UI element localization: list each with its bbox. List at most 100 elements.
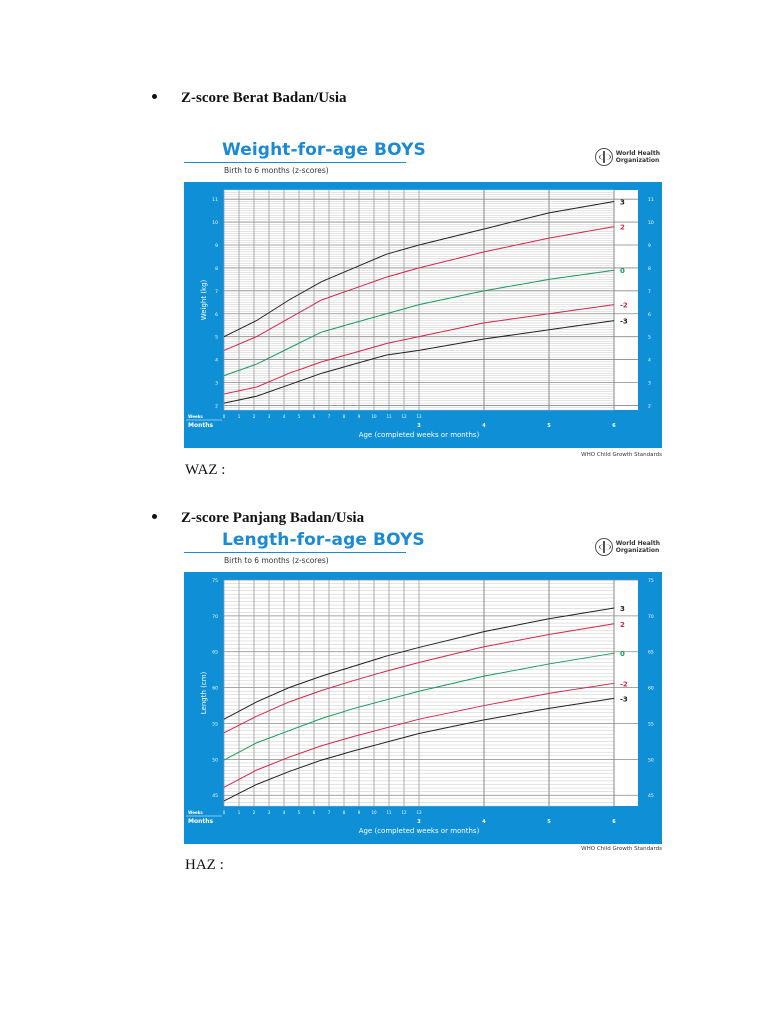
svg-text:3: 3 [215,381,218,387]
length-for-age-chart: Length-for-age BOYS Birth to 6 months (z… [184,530,662,852]
svg-text:3: 3 [268,810,271,815]
z-score-label: 0 [620,267,625,275]
svg-text:11: 11 [212,197,218,203]
svg-text:12: 12 [401,810,407,815]
svg-text:3: 3 [417,819,421,825]
svg-text:8: 8 [343,414,346,419]
source-note: WHO Child Growth Standards [581,846,662,852]
title-rule [184,552,406,553]
svg-text:0: 0 [223,414,226,419]
haz-label: HAZ : [185,857,224,873]
section-heading-length: Z-score Panjang Badan/Usia [152,510,364,527]
svg-text:11: 11 [386,414,392,419]
svg-text:Weeks: Weeks [188,414,203,419]
svg-text:3: 3 [268,414,271,419]
svg-text:11: 11 [648,197,654,203]
title-rule [184,162,406,163]
who-emblem-icon [594,538,613,556]
z-score-curve-2 [223,623,615,734]
svg-text:5: 5 [298,414,301,419]
z-score-curve--3 [223,320,615,404]
svg-text:65: 65 [648,650,654,656]
svg-text:10: 10 [648,220,654,226]
z-score-label: 3 [620,605,625,613]
z-score-label: 2 [620,224,625,232]
svg-text:2: 2 [215,403,218,409]
svg-text:2: 2 [253,810,256,815]
svg-text:11: 11 [386,810,392,815]
svg-text:8: 8 [648,266,651,272]
chart-subtitle: Birth to 6 months (z-scores) [224,556,329,565]
chart-title: Length-for-age BOYS [222,530,425,550]
svg-text:55: 55 [648,721,654,727]
who-logo: World Health Organization [594,148,660,166]
z-score-curve-0 [223,652,615,761]
svg-text:5: 5 [547,819,551,825]
svg-text:9: 9 [358,810,361,815]
z-score-label: -3 [620,318,628,326]
svg-text:10: 10 [212,220,218,226]
svg-text:4: 4 [482,423,486,429]
z-score-curve-2 [223,226,615,351]
svg-text:7: 7 [328,810,331,815]
svg-text:2: 2 [253,414,256,419]
svg-text:5: 5 [648,335,651,341]
svg-text:6: 6 [648,312,651,318]
x-axis-label: Age (completed weeks or months) [359,431,480,439]
svg-text:Months: Months [188,818,214,825]
svg-text:3: 3 [648,381,651,387]
svg-text:70: 70 [212,614,218,620]
svg-text:70: 70 [648,614,654,620]
weight-for-age-chart: Weight-for-age BOYS Birth to 6 months (z… [184,140,662,458]
svg-text:60: 60 [212,686,218,692]
who-logo-line1: World Health [615,150,660,157]
z-score-label: -2 [620,302,628,310]
bullet-icon [152,514,157,520]
z-score-curve--2 [223,304,615,395]
svg-text:50: 50 [648,757,654,763]
svg-text:7: 7 [648,289,651,295]
source-note: WHO Child Growth Standards [581,452,662,458]
svg-text:13: 13 [416,810,422,815]
who-logo: World Health Organization [594,538,660,556]
svg-text:12: 12 [401,414,407,419]
svg-text:4: 4 [283,414,286,419]
z-score-curve--2 [223,682,615,788]
bullet-icon [152,94,157,100]
svg-text:6: 6 [313,414,316,419]
svg-text:55: 55 [212,721,218,727]
svg-text:9: 9 [358,414,361,419]
svg-text:75: 75 [212,578,218,584]
svg-text:9: 9 [648,243,651,249]
z-score-curve--3 [223,697,615,802]
svg-text:1: 1 [238,810,241,815]
svg-text:Weeks: Weeks [188,810,203,815]
who-logo-text: World Health Organization [616,150,660,164]
section-heading-weight: Z-score Berat Badan/Usia [152,90,347,107]
svg-text:5: 5 [215,335,218,341]
svg-text:7: 7 [215,289,218,295]
svg-text:4: 4 [648,358,651,364]
z-score-label: 2 [620,621,625,629]
chart-subtitle: Birth to 6 months (z-scores) [224,166,329,175]
who-logo-line1: World Health [615,540,660,547]
who-emblem-icon [594,148,613,166]
chart-panel: 3 2 0 -2 -3 2 2 3 3 4 4 5 5 6 6 7 7 8 8 9 9 10 10 11 11 Weight (k… [184,182,662,448]
chart-title: Weight-for-age BOYS [222,140,426,160]
svg-text:75: 75 [648,578,654,584]
svg-text:45: 45 [648,793,654,799]
section-heading-text: Z-score Panjang Badan/Usia [181,510,365,526]
svg-text:45: 45 [212,793,218,799]
svg-text:3: 3 [417,423,421,429]
svg-text:6: 6 [313,810,316,815]
chart-panel: 3 2 0 -2 -3 45 45 50 50 55 55 60 60 65 65 70 70 75 75 Lengt… [184,572,662,844]
svg-text:1: 1 [238,414,241,419]
waz-label: WAZ : [185,462,226,478]
svg-text:7: 7 [328,414,331,419]
svg-text:60: 60 [648,686,654,692]
svg-text:4: 4 [482,819,486,825]
svg-text:4: 4 [283,810,286,815]
z-score-label: 0 [620,650,625,658]
